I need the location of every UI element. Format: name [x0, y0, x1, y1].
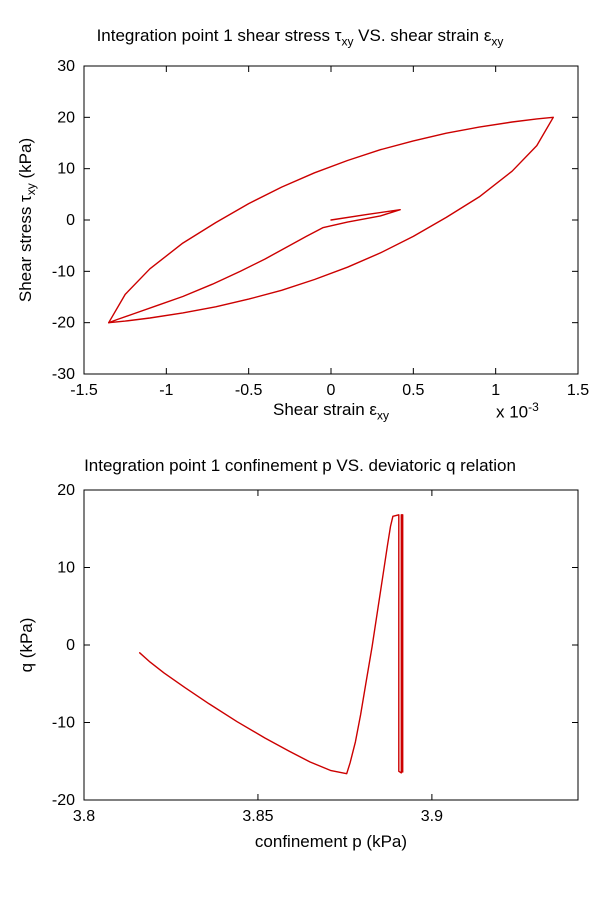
y-tick-label: 0: [66, 637, 75, 654]
y-tick-label: -10: [52, 263, 75, 280]
title-text: Integration point 1 confinement p VS. de…: [84, 456, 516, 475]
x-tick-label: -1: [159, 382, 173, 399]
initial-loading-path-line: [107, 208, 401, 324]
hysteresis-loop-line: [107, 116, 554, 324]
y-tick-label: -30: [52, 366, 75, 383]
chart-confinement-vs-deviatoric: Integration point 1 confinement p VS. de…: [0, 450, 600, 900]
x-axis-exponent-label: x 10-3: [496, 400, 539, 423]
x-tick-label: 0: [327, 382, 336, 399]
x-tick-label: 3.8: [73, 808, 95, 825]
p-q-path-line: [138, 514, 404, 775]
chart-title: Integration point 1 confinement p VS. de…: [53, 456, 547, 476]
x-axis-label: confinement p (kPa): [84, 832, 578, 852]
y-tick-label: 10: [57, 161, 75, 178]
axes-box: [83, 489, 579, 801]
x-axis-label: Shear strain εxy: [84, 400, 578, 422]
x-tick-label: -0.5: [235, 382, 263, 399]
x-axis-exponent-base: x 10: [496, 402, 529, 422]
y-tick-label: -20: [52, 792, 75, 809]
x-tick-label: -1.5: [70, 382, 98, 399]
x-axis-label-text: Shear strain ε: [273, 400, 377, 419]
chart-shear-stress-vs-strain: Integration point 1 shear stress τxy VS.…: [16, 26, 589, 423]
x-tick-label: 1.5: [567, 382, 589, 399]
x-axis-exponent-power: -3: [528, 400, 539, 414]
x-axis-label-subscript: xy: [376, 408, 389, 423]
x-tick-label: 3.9: [421, 808, 443, 825]
title-text: VS. shear strain ε: [353, 26, 492, 45]
x-axis-label-text: confinement p (kPa): [254, 832, 408, 851]
chart-title: Integration point 1 shear stress τxy VS.…: [53, 26, 547, 48]
y-tick-label: -20: [52, 315, 75, 332]
x-tick-label: 3.85: [242, 808, 273, 825]
plot-canvas: -1.5 -1 -0.5 0 0.5 1 1.5 -30 -20 -10 0 10 20 30: [52, 58, 589, 399]
x-tick-label: 0.5: [402, 382, 424, 399]
title-subscript: xy: [491, 34, 504, 49]
y-tick-label: -10: [52, 715, 75, 732]
x-tick-label: 1: [491, 382, 500, 399]
y-tick-label: 10: [57, 560, 75, 577]
y-tick-label: 0: [66, 212, 75, 229]
plot-canvas: 3.8 3.85 3.9 -20 -10 0 10 20: [52, 482, 579, 825]
title-subscript: xy: [341, 34, 354, 49]
y-tick-label: 20: [57, 109, 75, 126]
y-tick-label: 20: [57, 482, 75, 499]
y-tick-label: 30: [57, 58, 75, 75]
title-text: Integration point 1 shear stress τ: [96, 26, 342, 45]
